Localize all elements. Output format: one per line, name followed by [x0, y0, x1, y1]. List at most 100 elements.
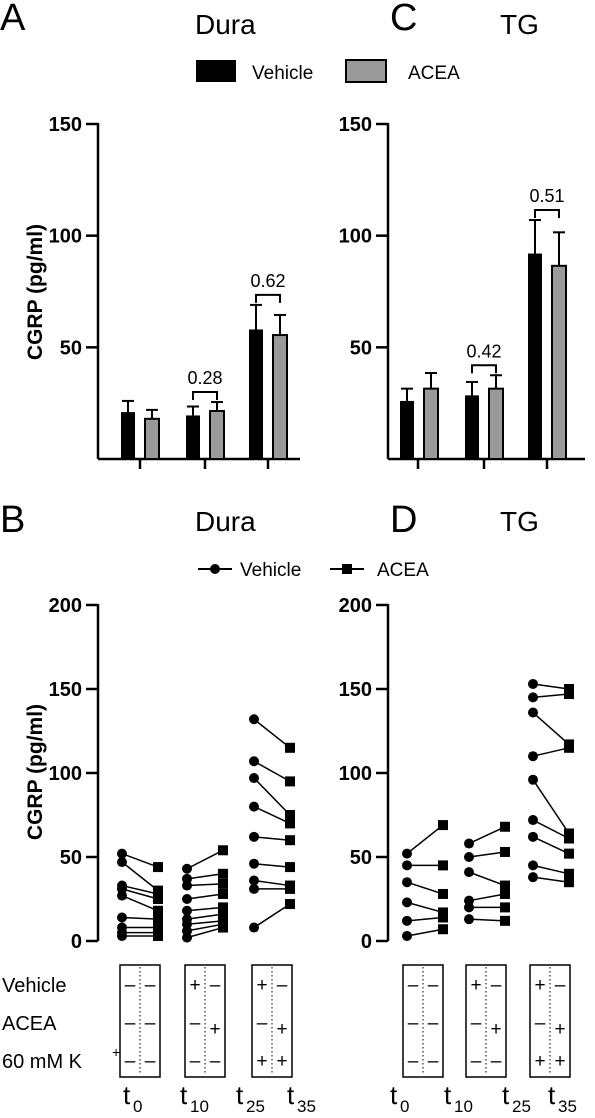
vehicle-point — [249, 773, 259, 784]
bar-vehicle — [121, 412, 135, 459]
pair-line — [532, 864, 570, 875]
significance-bracket — [534, 209, 560, 219]
treatment-sign: + — [276, 1051, 287, 1072]
treatment-sign: – — [145, 1051, 156, 1072]
pair-line — [532, 693, 570, 699]
vehicle-point — [249, 801, 259, 812]
treatment-sign: – — [408, 975, 419, 996]
pair-line — [121, 884, 159, 895]
vehicle-point — [249, 756, 259, 767]
time-label: t — [123, 1080, 131, 1110]
acea-point — [153, 914, 163, 925]
time-label-subscript: 10 — [454, 1097, 473, 1116]
treatment-sign: – — [408, 1013, 419, 1034]
vehicle-point — [249, 831, 259, 842]
y-axis-label-b: CGRP (pg/ml) — [24, 704, 47, 840]
acea-point — [500, 846, 510, 857]
y-tick-label: 200 — [339, 595, 372, 617]
treatment-sign: – — [491, 975, 502, 996]
treatment-sign: + — [256, 975, 267, 996]
vehicle-point — [182, 863, 192, 874]
vehicle-point — [117, 848, 127, 859]
pair-line — [186, 893, 224, 900]
vehicle-point — [182, 894, 192, 904]
significance-bracket — [255, 293, 281, 303]
time-label-subscript: 10 — [190, 1097, 209, 1116]
treatment-sign: – — [125, 1013, 136, 1034]
vehicle-point — [464, 914, 474, 925]
pair-line — [532, 779, 570, 834]
vehicle-point — [402, 877, 412, 888]
pair-line — [186, 920, 224, 925]
y-tick-label: 100 — [339, 226, 372, 248]
panel-letter-b: B — [0, 499, 25, 541]
panel-title-b: Dura — [195, 506, 256, 537]
acea-point — [500, 821, 510, 832]
treatment-box — [465, 964, 507, 1078]
treatment-sign: – — [210, 975, 221, 996]
treatment-table-right: – –– –– –+ –– +– –+ –– ++ +t 0 t 10 t 25 t 35 — [390, 964, 577, 1116]
acea-point — [285, 883, 295, 894]
vehicle-point — [528, 774, 538, 785]
pair-line — [406, 824, 444, 855]
acea-point — [438, 888, 448, 899]
bar-vehicle — [465, 395, 479, 459]
treatment-sign: + — [534, 1051, 545, 1072]
vehicle-point — [528, 678, 538, 689]
pair-line — [253, 718, 291, 749]
acea-point — [438, 820, 448, 831]
bar-acea — [272, 334, 288, 460]
pair-line — [121, 916, 159, 920]
pair-line — [468, 851, 506, 858]
pair-line — [532, 683, 570, 690]
pair-line — [532, 819, 570, 840]
acea-point — [564, 833, 574, 844]
vehicle-point — [182, 880, 192, 891]
vehicle-point — [464, 852, 474, 862]
acea-point — [438, 912, 448, 923]
legend-marker-vehicle — [210, 564, 220, 574]
vehicle-point — [402, 930, 412, 941]
vehicle-point — [117, 912, 127, 923]
p-value-label: 0.62 — [250, 271, 285, 291]
acea-point — [564, 689, 574, 700]
legend-bottom: Vehicle ACEA — [198, 560, 429, 581]
y-tick-label: 150 — [49, 679, 82, 701]
y-tick-label: 100 — [49, 763, 82, 785]
time-label-subscript: 0 — [400, 1097, 409, 1116]
paired-plot-b: 0 50 100 150 200 — [49, 595, 295, 953]
pair-line — [186, 913, 224, 920]
time-label: t — [287, 1080, 295, 1110]
treatment-sign: – — [125, 1051, 136, 1072]
treatment-sign: + — [276, 1019, 287, 1040]
time-label: t — [444, 1080, 452, 1110]
pair-line — [468, 826, 506, 845]
acea-point — [218, 902, 228, 913]
pair-line — [253, 903, 291, 929]
row-label-vehicle: Vehicle — [2, 975, 67, 997]
vehicle-point — [402, 897, 412, 908]
vehicle-point — [528, 860, 538, 871]
treatment-sign: + — [189, 975, 200, 996]
pair-line — [121, 888, 159, 900]
pair-line — [121, 861, 159, 892]
acea-point — [218, 888, 228, 899]
pair-line — [532, 836, 570, 855]
acea-point — [218, 922, 228, 933]
p-value-label: 0.51 — [529, 186, 564, 206]
treatment-sign: – — [190, 1051, 201, 1072]
acea-point — [500, 915, 510, 926]
time-label-subscript: 25 — [512, 1097, 531, 1116]
vehicle-point — [528, 831, 538, 842]
pair-line — [186, 906, 224, 912]
pair-line — [186, 883, 224, 887]
pair-line — [532, 876, 570, 883]
p-value-label: 0.28 — [187, 368, 222, 388]
treatment-sign: – — [145, 1013, 156, 1034]
legend-label-vehicle: Vehicle — [252, 63, 313, 84]
treatment-box — [529, 964, 571, 1078]
panel-letter-a: A — [0, 0, 26, 39]
treatment-sign: – — [190, 1013, 201, 1034]
